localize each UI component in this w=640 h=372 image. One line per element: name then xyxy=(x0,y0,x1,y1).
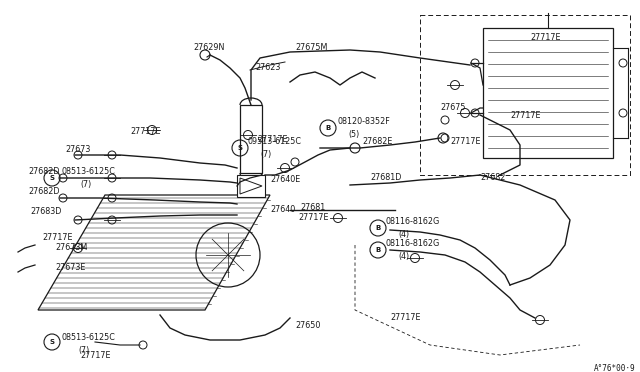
Text: 27717E: 27717E xyxy=(257,135,287,144)
Text: B: B xyxy=(376,247,381,253)
Text: (7): (7) xyxy=(260,151,271,160)
Text: 27650: 27650 xyxy=(295,321,321,330)
Text: 08513-6125C: 08513-6125C xyxy=(62,334,116,343)
Text: S: S xyxy=(237,145,243,151)
Text: 27717E: 27717E xyxy=(390,314,420,323)
Text: 27717E: 27717E xyxy=(530,33,561,42)
Polygon shape xyxy=(38,195,270,310)
Text: 08116-8162G: 08116-8162G xyxy=(385,240,439,248)
Text: 27681D: 27681D xyxy=(370,173,401,183)
Text: (4): (4) xyxy=(398,253,409,262)
Text: 08513-6125C: 08513-6125C xyxy=(62,167,116,176)
Text: 27673M: 27673M xyxy=(55,244,87,253)
Text: 27717E: 27717E xyxy=(130,128,161,137)
Text: S: S xyxy=(49,339,54,345)
Text: 27717E: 27717E xyxy=(510,110,541,119)
Text: 27717E: 27717E xyxy=(80,350,111,359)
Text: B: B xyxy=(325,125,331,131)
Text: 27681: 27681 xyxy=(300,203,325,212)
Text: 27717E: 27717E xyxy=(42,234,72,243)
Text: 08116-8162G: 08116-8162G xyxy=(385,218,439,227)
Text: 09513-6125C: 09513-6125C xyxy=(248,138,302,147)
Text: (7): (7) xyxy=(80,180,92,189)
Text: (4): (4) xyxy=(398,231,409,240)
Text: 27673E: 27673E xyxy=(55,263,85,273)
Text: 27675M: 27675M xyxy=(295,44,328,52)
Text: 27675: 27675 xyxy=(440,103,465,112)
Text: 27629N: 27629N xyxy=(193,44,225,52)
Bar xyxy=(483,28,613,158)
Text: S: S xyxy=(49,175,54,181)
Text: 27623: 27623 xyxy=(255,64,280,73)
Text: 27682D: 27682D xyxy=(28,167,60,176)
Text: 27673: 27673 xyxy=(65,145,90,154)
Bar xyxy=(240,105,262,173)
Text: 27682E: 27682E xyxy=(362,138,392,147)
Text: A°76*00·9: A°76*00·9 xyxy=(593,364,635,372)
Text: 27682: 27682 xyxy=(480,173,506,183)
Text: 27683D: 27683D xyxy=(30,208,61,217)
Text: B: B xyxy=(376,225,381,231)
Text: 27640E: 27640E xyxy=(270,176,300,185)
Text: 27717E: 27717E xyxy=(298,214,328,222)
Text: 08120-8352F: 08120-8352F xyxy=(338,118,391,126)
Text: 27682D: 27682D xyxy=(28,187,60,196)
Text: 27640: 27640 xyxy=(270,205,295,215)
Bar xyxy=(237,175,265,197)
Text: (5): (5) xyxy=(348,131,359,140)
Text: (7): (7) xyxy=(78,346,89,355)
Text: 27717E: 27717E xyxy=(450,138,481,147)
